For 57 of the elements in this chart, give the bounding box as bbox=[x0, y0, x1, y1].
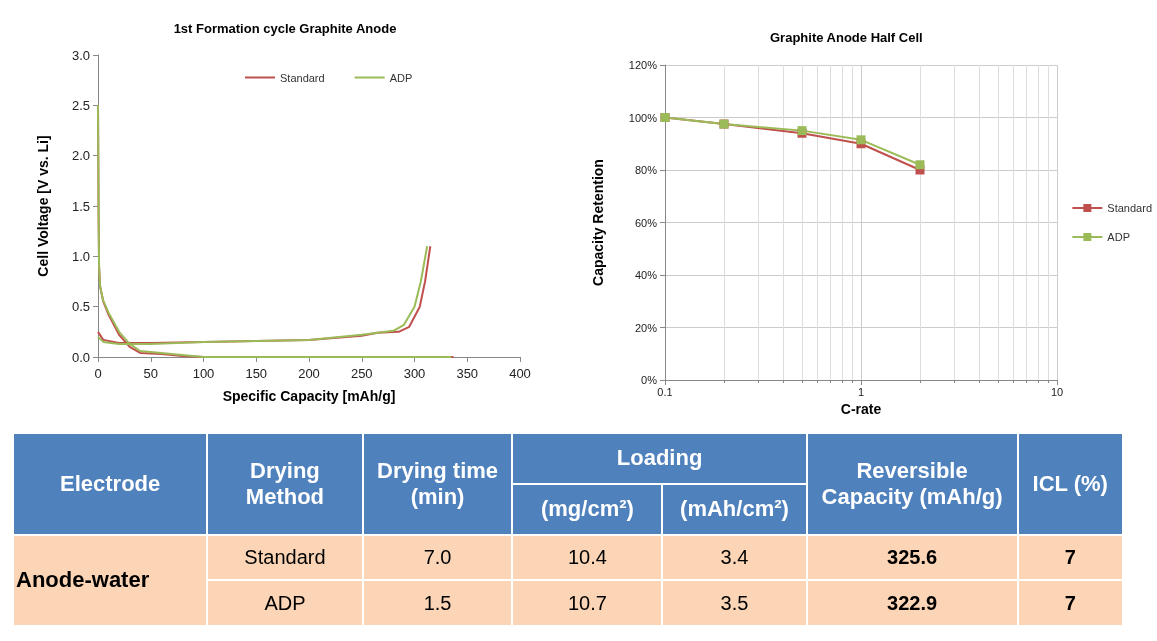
text: Electrode bbox=[13, 433, 208, 535]
x-axis-title: C-rate bbox=[840, 400, 882, 417]
text: Reversible Capacity (mAh/g) bbox=[806, 433, 1018, 535]
chart-title: 1st Formation cycle Graphite Anode bbox=[173, 21, 397, 36]
legend-label: ADP bbox=[389, 71, 413, 84]
text: (mAh/cm²) bbox=[662, 483, 807, 535]
y-tick-label: 1.5 bbox=[71, 198, 90, 214]
text: ADP bbox=[207, 580, 363, 626]
y-tick-label: 1.0 bbox=[71, 248, 90, 264]
y-tick-label: 80% bbox=[634, 164, 658, 176]
y-axis-title: Capacity Retention bbox=[590, 159, 606, 286]
text: Standard bbox=[207, 534, 363, 581]
text: Drying Method bbox=[207, 433, 363, 535]
y-tick-label: 2.0 bbox=[71, 148, 90, 164]
y-tick-label: 0.0 bbox=[71, 349, 90, 365]
text: 7.0 bbox=[362, 534, 513, 581]
x-tick-label: 150 bbox=[245, 366, 268, 381]
x-tick-label: 350 bbox=[456, 366, 479, 381]
y-tick-label: 0% bbox=[641, 374, 658, 386]
x-tick-label: 300 bbox=[403, 366, 426, 381]
text: 3.4 bbox=[662, 534, 807, 581]
x-tick-label: 100 bbox=[192, 366, 215, 381]
text: Drying time (min) bbox=[362, 433, 513, 535]
legend-label: Standard bbox=[1107, 202, 1153, 214]
y-tick-label: 20% bbox=[634, 321, 658, 334]
text: Anode-water bbox=[13, 534, 208, 626]
x-tick-label: 200 bbox=[298, 366, 320, 381]
text: 3.5 bbox=[662, 580, 807, 626]
y-axis-title: Cell Voltage [V vs. Li] bbox=[35, 135, 51, 277]
text: ICL (%) bbox=[1017, 433, 1123, 535]
legend-label: ADP bbox=[1107, 231, 1130, 243]
x-axis-title: Specific Capacity [mAh/g] bbox=[222, 388, 396, 404]
text: 322.9 bbox=[806, 580, 1018, 626]
x-tick-label: 50 bbox=[143, 366, 158, 381]
x-tick-label: 10 bbox=[1050, 385, 1064, 398]
y-tick-label: 0.5 bbox=[71, 299, 90, 315]
x-tick-label: 0 bbox=[94, 366, 102, 381]
y-tick-label: 120% bbox=[628, 59, 658, 71]
text: 10.7 bbox=[512, 580, 663, 626]
y-tick-label: 60% bbox=[634, 216, 658, 229]
x-tick-label: 400 bbox=[509, 366, 531, 381]
x-tick-label: 1 bbox=[857, 385, 865, 398]
y-tick-label: 40% bbox=[634, 269, 658, 281]
text: 10.4 bbox=[512, 534, 663, 581]
text: 1.5 bbox=[362, 580, 513, 626]
x-tick-label: 250 bbox=[350, 366, 373, 381]
text: 7 bbox=[1017, 534, 1123, 581]
x-tick-label: 0.1 bbox=[657, 385, 673, 398]
text: Loading bbox=[512, 433, 807, 484]
legend-label: Standard bbox=[280, 71, 325, 84]
y-tick-label: 2.5 bbox=[71, 97, 90, 113]
text: (mg/cm²) bbox=[512, 483, 663, 535]
y-tick-label: 3.0 bbox=[71, 47, 90, 63]
y-tick-label: 100% bbox=[628, 111, 658, 124]
text: 325.6 bbox=[806, 534, 1018, 581]
chart-title: Graphite Anode Half Cell bbox=[770, 30, 923, 45]
text: 7 bbox=[1017, 580, 1123, 626]
